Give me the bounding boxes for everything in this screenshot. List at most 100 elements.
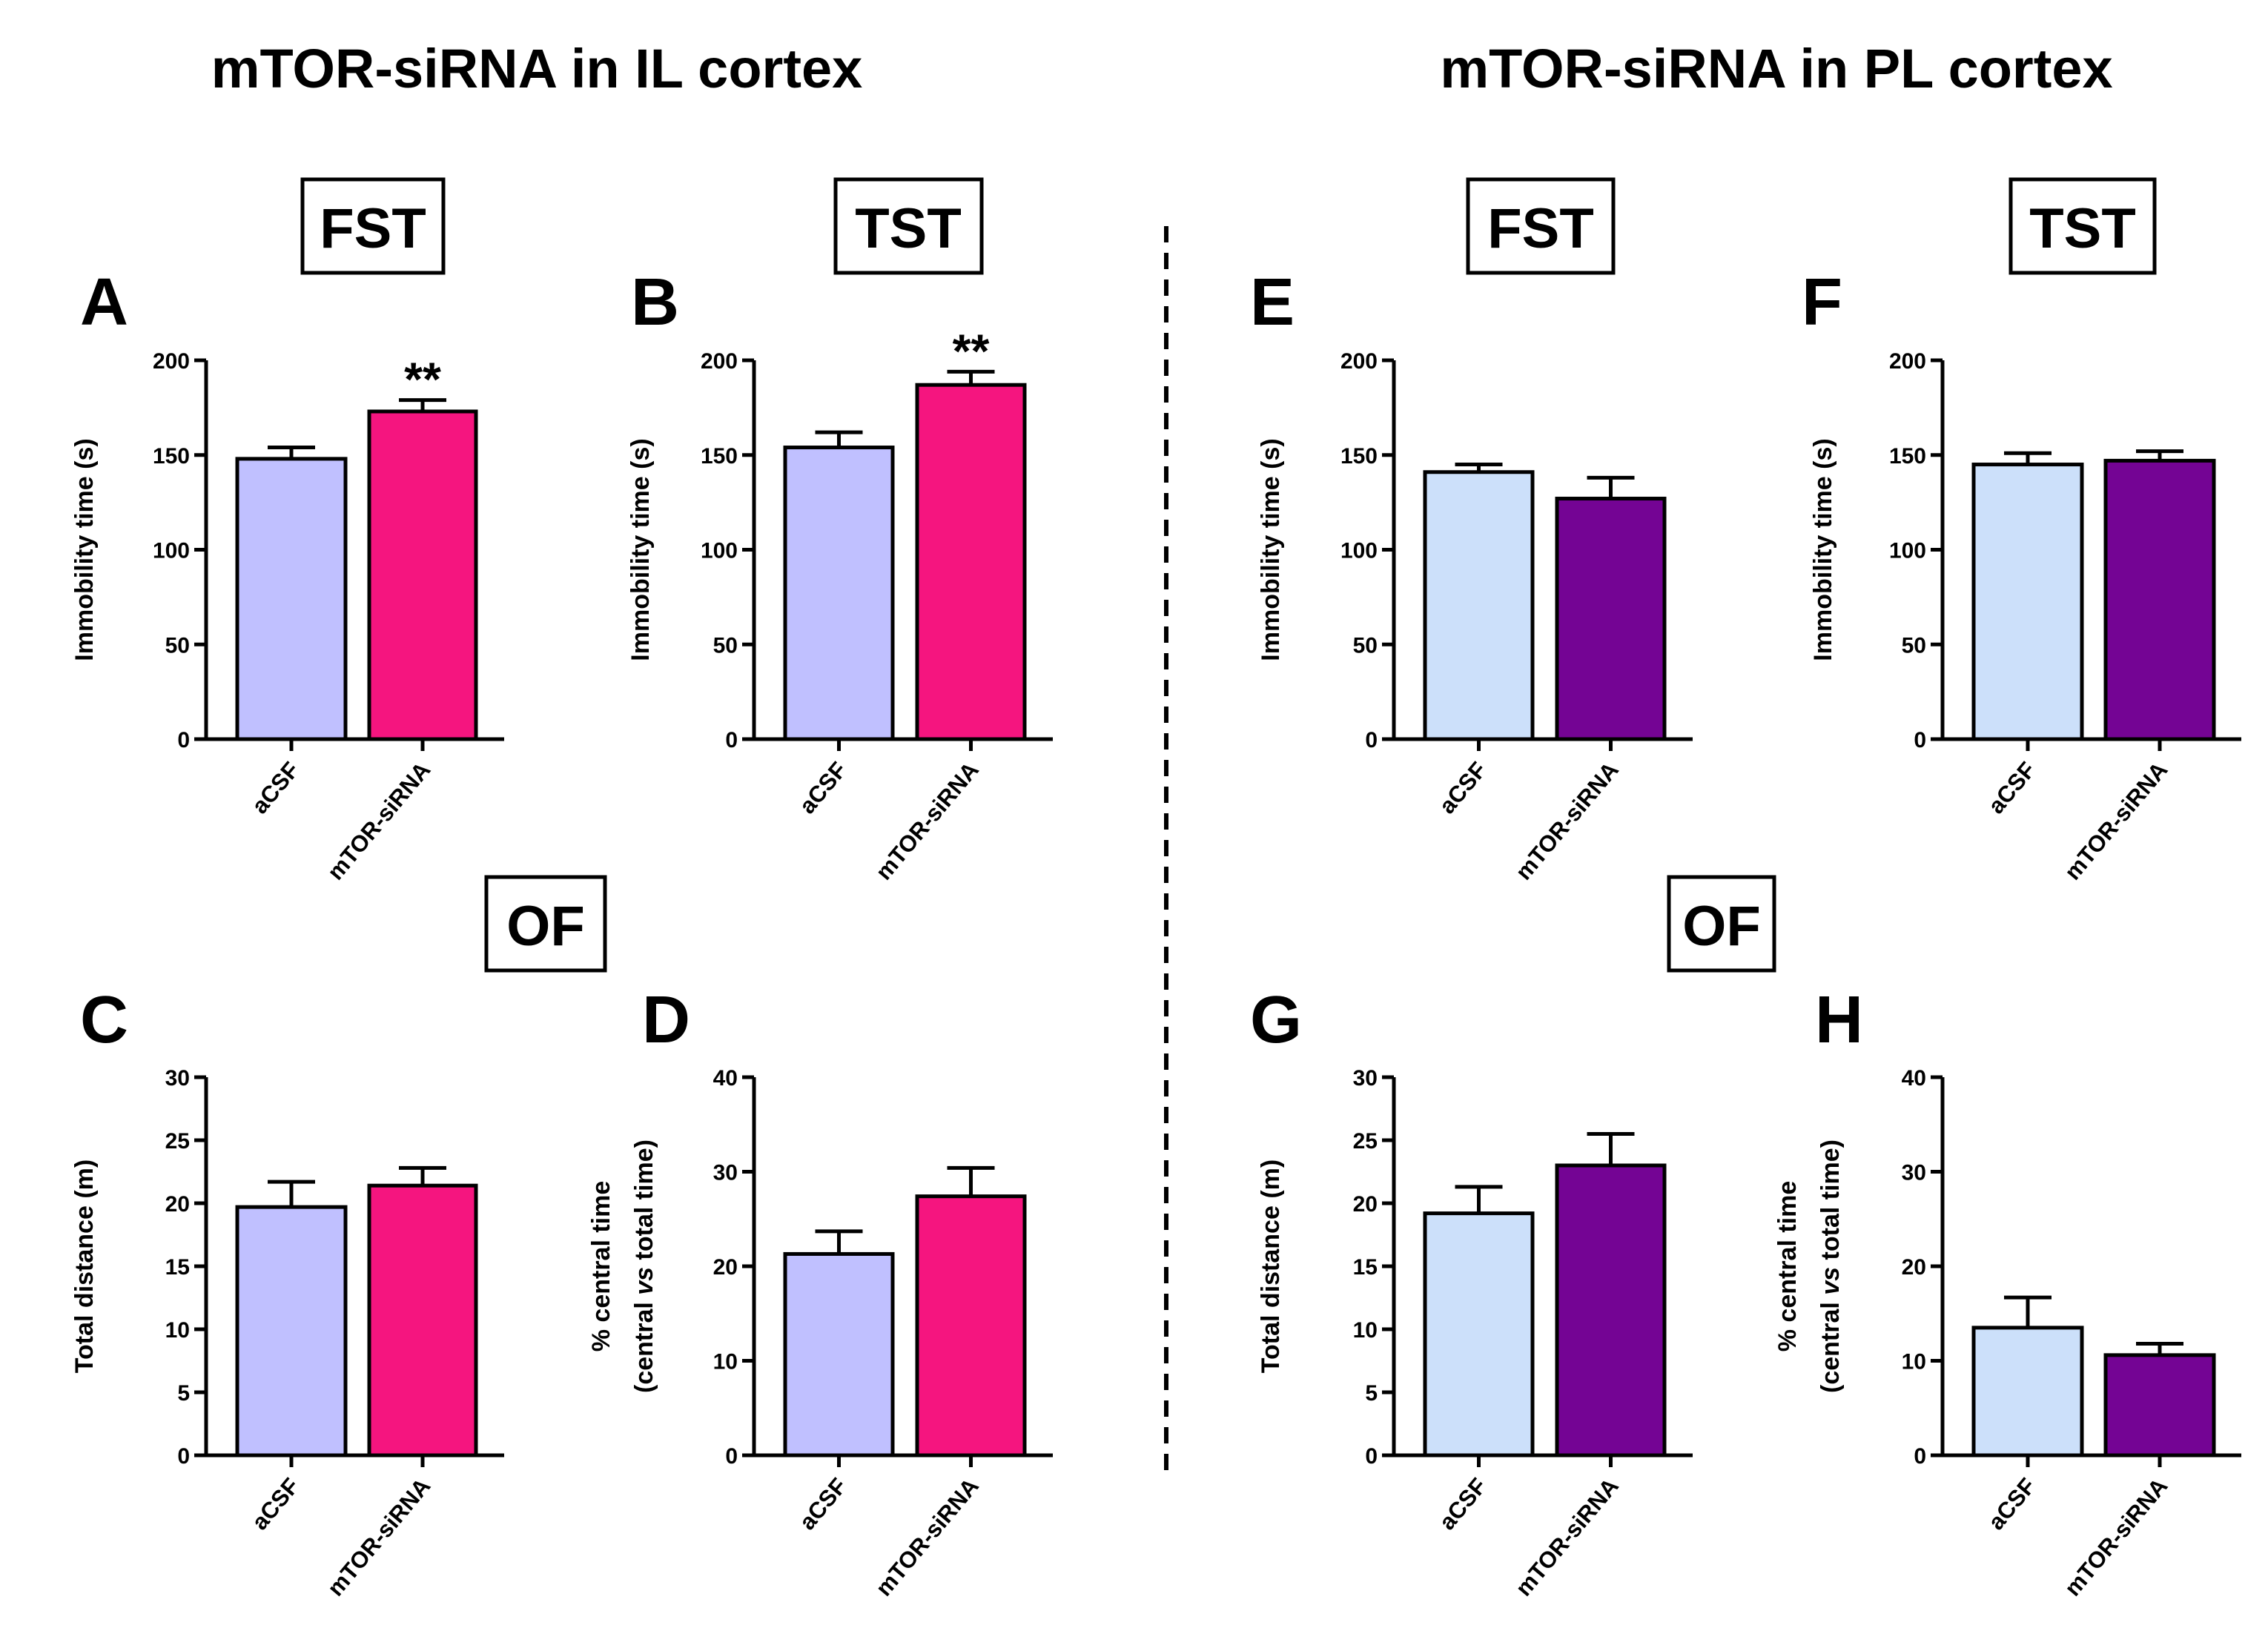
pl-of-box	[1667, 875, 1776, 973]
panel-d-ytick-label-3: 20	[713, 1255, 738, 1280]
panel-h-ytick-label-5: 40	[1902, 1066, 1926, 1091]
panel-e-y-axis-label: Immobility time (s)	[1257, 438, 1285, 661]
panel-a-significance-2: **	[404, 353, 441, 406]
panel-h-y-axis-label: % central time	[1773, 1181, 1802, 1352]
panel-c-ytick-label-6: 25	[165, 1129, 190, 1154]
chart-panels: AaCSF**mTOR-siRNA050100150200Immobility …	[70, 265, 2241, 1601]
panel-g-ytick-label-7: 30	[1353, 1066, 1378, 1091]
panel-a-y-axis-label: Immobility time (s)	[70, 438, 99, 661]
panel-c-ytick-label-2: 5	[177, 1381, 190, 1406]
panel-e-ytick-label-4: 150	[1340, 444, 1378, 469]
panel-h-ytick-label-2: 10	[1902, 1350, 1926, 1374]
panel-c-category-label-2: mTOR-siRNA	[323, 1473, 436, 1601]
panel-c-ytick-label-3: 10	[165, 1318, 190, 1343]
panel-f-ytick-label-5: 200	[1889, 349, 1926, 374]
panel-b-ytick-label-2: 50	[713, 633, 738, 658]
pl-tst-box	[2009, 177, 2157, 275]
panel-d-letter: D	[642, 983, 690, 1057]
panel-h-y-axis-label-line2: (central vs total time)	[1816, 1139, 1845, 1393]
panel-b-bar-2	[915, 383, 1027, 741]
panel-g-category-label-1: aCSF	[1434, 1473, 1492, 1535]
panel-c-ytick-label-1: 0	[177, 1444, 190, 1469]
panel-d-category-label-2: mTOR-siRNA	[870, 1473, 984, 1601]
panel-b-ytick-label-1: 0	[725, 728, 738, 752]
panel-e-ytick-label-1: 0	[1365, 728, 1378, 752]
panel-e-bar-1	[1423, 470, 1535, 741]
panel-f-ytick-label-1: 0	[1914, 728, 1926, 752]
panel-b-significance-2: **	[953, 324, 990, 377]
panel-h-ytick-label-1: 0	[1914, 1444, 1926, 1469]
panel-b-bar-1	[783, 446, 895, 741]
panel-g-ytick-label-6: 25	[1353, 1129, 1378, 1154]
panel-d-ytick-label-1: 0	[725, 1444, 738, 1469]
pl-fst-box	[1466, 177, 1616, 275]
panel-g-category-label-2: mTOR-siRNA	[1510, 1473, 1624, 1601]
panel-a-category-label-2: mTOR-siRNA	[323, 757, 436, 884]
panel-a-bar-1	[235, 457, 348, 741]
il-of-label: OF	[506, 895, 585, 958]
panel-f-category-label-2: mTOR-siRNA	[2060, 757, 2173, 884]
panel-g-ytick-label-2: 5	[1365, 1381, 1378, 1406]
panel-h-ytick-label-4: 30	[1902, 1161, 1926, 1185]
panel-g-ytick-label-4: 15	[1353, 1255, 1378, 1280]
panel-b-ytick-label-4: 150	[701, 444, 738, 469]
panel-h-category-label-1: aCSF	[1983, 1473, 2041, 1535]
il-of-box	[484, 875, 607, 973]
panel-a-ytick-label-1: 0	[177, 728, 190, 752]
panel-a-bar-2	[367, 409, 478, 741]
panel-c-bar-1	[235, 1205, 348, 1458]
panel-c-category-label-1: aCSF	[247, 1473, 305, 1535]
panel-e-ytick-label-2: 50	[1353, 633, 1378, 658]
panel-b-category-label-1: aCSF	[794, 757, 852, 818]
pl-fst-label: FST	[1487, 197, 1594, 260]
panel-d-ytick-label-4: 30	[713, 1161, 738, 1185]
panel-c-ytick-label-7: 30	[165, 1066, 190, 1091]
panel-b-letter: B	[631, 265, 679, 340]
panel-f-ytick-label-2: 50	[1902, 633, 1926, 658]
panel-e-ytick-label-3: 100	[1340, 539, 1378, 563]
panel-h-ytick-label-3: 20	[1902, 1255, 1926, 1280]
panel-f-bar-1	[1971, 463, 2084, 741]
panel-a-ytick-label-4: 150	[153, 444, 190, 469]
panel-f-y-axis-label: Immobility time (s)	[1809, 438, 1837, 661]
panel-g-bar-2	[1555, 1163, 1667, 1458]
il-fst-box	[300, 177, 446, 275]
panel-a-ytick-label-2: 50	[165, 633, 190, 658]
panel-d-bar-1	[783, 1251, 895, 1458]
panel-h-letter: H	[1815, 983, 1863, 1057]
panel-c-bar-2	[367, 1183, 478, 1458]
panel-c-ytick-label-5: 20	[165, 1192, 190, 1217]
panel-b-category-label-2: mTOR-siRNA	[870, 757, 984, 884]
panel-d-y-axis-label: % central time	[587, 1181, 615, 1352]
panel-b-ytick-label-3: 100	[701, 539, 738, 563]
panel-g-y-axis-label: Total distance (m)	[1257, 1159, 1285, 1373]
panel-b-y-axis-label: Immobility time (s)	[626, 438, 655, 661]
il-fst-label: FST	[320, 197, 426, 260]
panel-d-bar-2	[915, 1194, 1027, 1458]
panel-d-ytick-label-5: 40	[713, 1066, 738, 1091]
panel-g-bar-1	[1423, 1211, 1535, 1458]
panel-c-ytick-label-4: 15	[165, 1255, 190, 1280]
panel-h-bar-1	[1971, 1326, 2084, 1458]
pl-tst-label: TST	[2029, 197, 2136, 260]
panel-e-category-label-2: mTOR-siRNA	[1510, 757, 1624, 884]
il-tst-label: TST	[855, 197, 962, 260]
panel-g-ytick-label-5: 20	[1353, 1192, 1378, 1217]
panel-f-ytick-label-3: 100	[1889, 539, 1926, 563]
panel-a-ytick-label-5: 200	[153, 349, 190, 374]
panel-f-letter: F	[1802, 265, 1842, 340]
panel-g-ytick-label-1: 0	[1365, 1444, 1378, 1469]
panel-f-ytick-label-4: 150	[1889, 444, 1926, 469]
panel-c-letter: C	[80, 983, 128, 1057]
panel-a-ytick-label-3: 100	[153, 539, 190, 563]
panel-h-bar-2	[2103, 1353, 2216, 1458]
panel-e-category-label-1: aCSF	[1434, 757, 1492, 818]
il-tst-box	[833, 177, 984, 275]
